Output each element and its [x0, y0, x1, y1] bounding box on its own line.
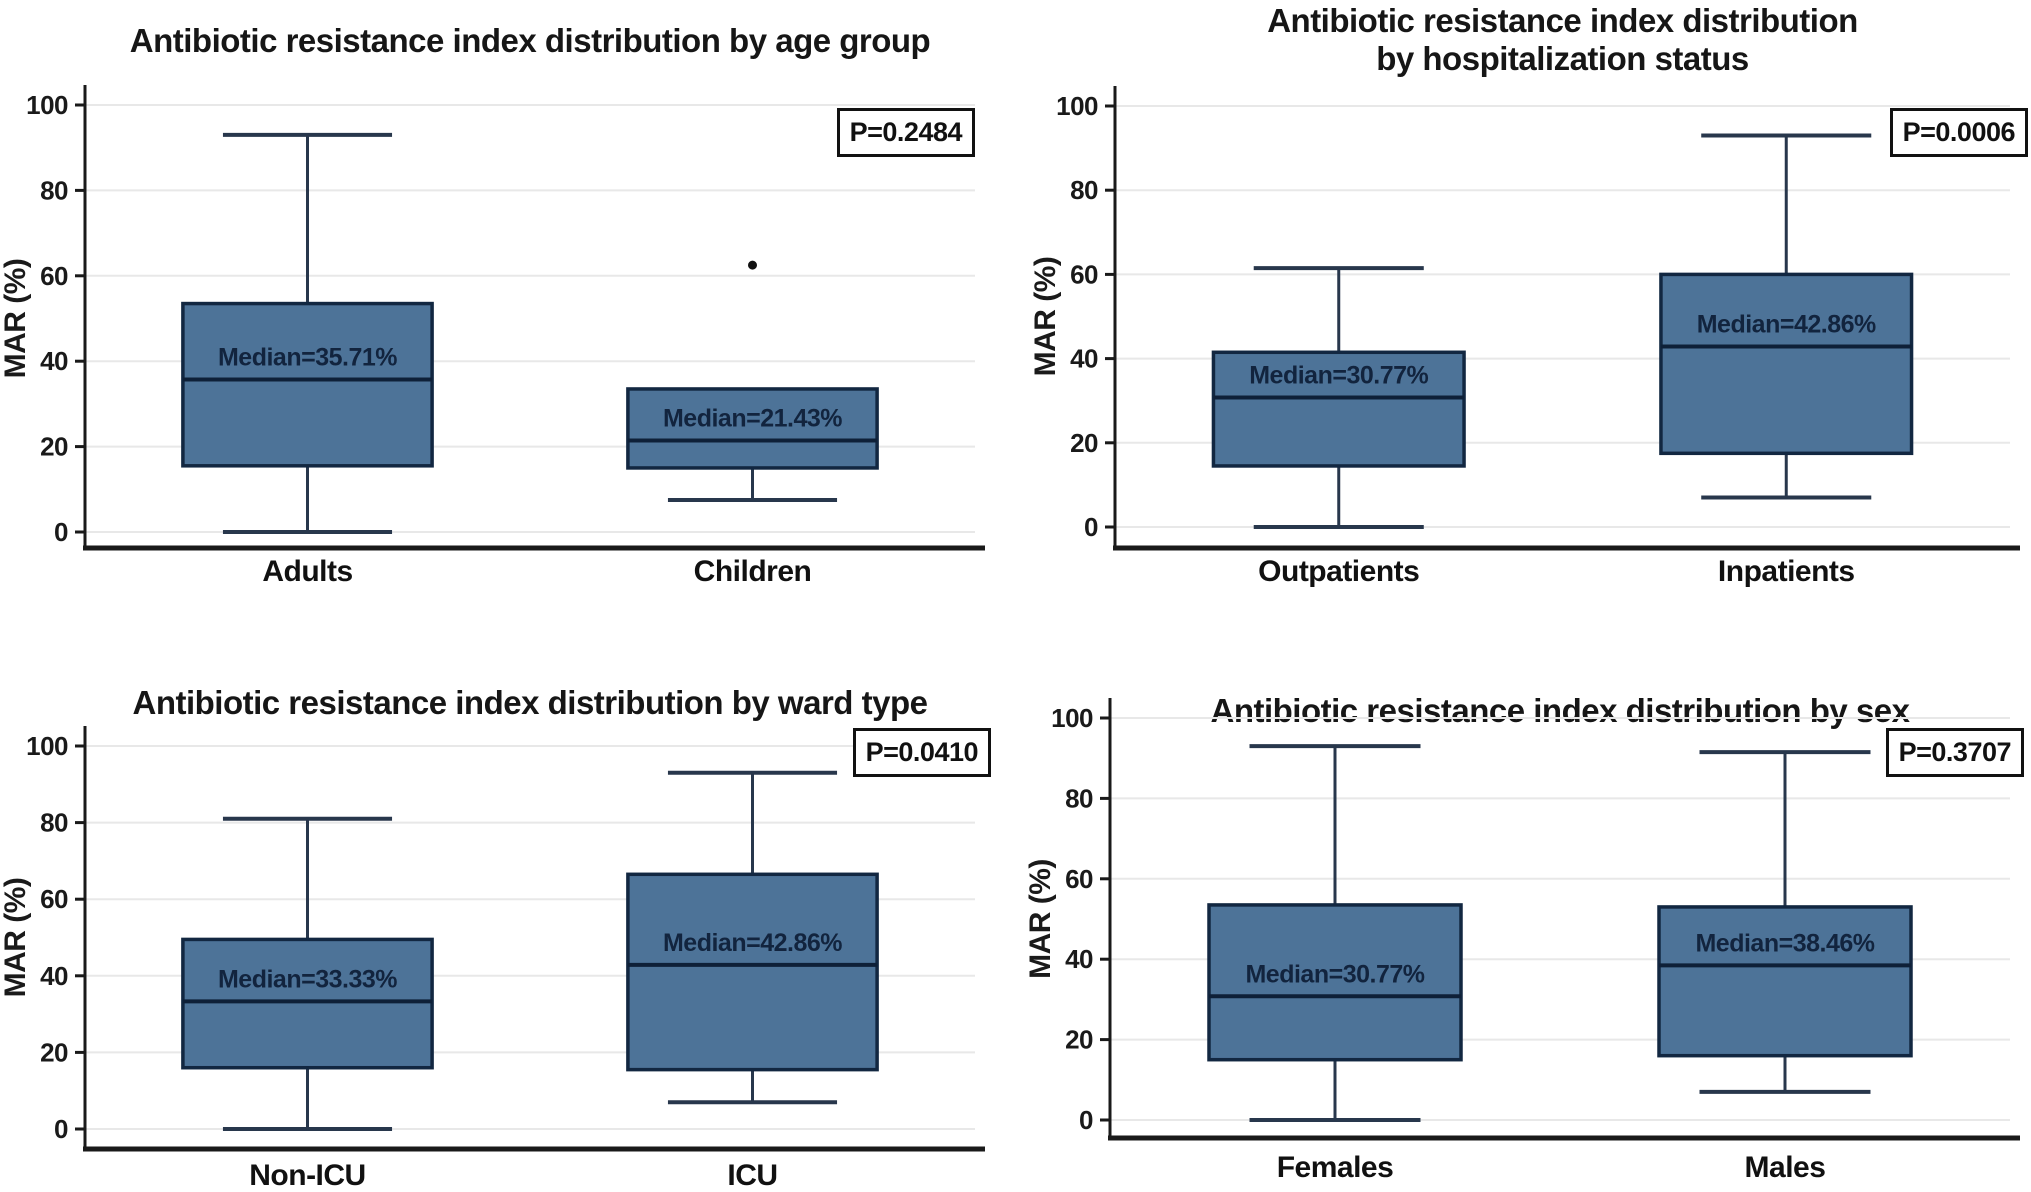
- median-label: Median=33.33%: [218, 965, 397, 993]
- iqr-box: [1207, 903, 1463, 1062]
- y-tick-label: 20: [40, 1037, 68, 1067]
- chart-title-age-group: Antibiotic resistance index distribution…: [129, 22, 931, 59]
- panel-sex: Antibiotic resistance index distribution…: [1015, 596, 2031, 1192]
- chart-title-hospitalization-status: Antibiotic resistance index distribution…: [1115, 2, 2010, 78]
- y-tick-label: 40: [40, 346, 68, 376]
- y-axis-title: MAR (%): [1029, 257, 1062, 377]
- y-tick-label: 40: [40, 961, 68, 991]
- boxplot-chart-age-group: 0 20 40 60 80 100 MAR (%) Median=35.71% Adults Me…: [0, 85, 985, 588]
- y-tick-label: 0: [54, 517, 68, 547]
- p-value-box-sex: P=0.3707: [1885, 728, 2024, 777]
- category-label: Females: [1277, 1151, 1394, 1184]
- iqr-box: [626, 387, 879, 470]
- iqr-box: [1659, 272, 1914, 456]
- y-tick-label: 100: [1056, 91, 1098, 121]
- chart-title-line-1: Antibiotic resistance index distribution: [1267, 2, 1858, 39]
- y-tick-label: 100: [26, 731, 68, 761]
- median-label: Median=42.86%: [1697, 311, 1876, 339]
- y-tick-label: 80: [40, 808, 68, 838]
- outlier-point: [748, 260, 757, 270]
- p-value-box-ward-type: P=0.0410: [852, 728, 991, 777]
- iqr-box: [626, 872, 879, 1072]
- y-tick-label: 0: [1079, 1105, 1093, 1135]
- boxplot-chart-hospitalization-status: 0 20 40 60 80 100 MAR (%) Median=30.77% Outpatie…: [1029, 86, 2020, 588]
- median-label: Median=30.77%: [1245, 960, 1424, 988]
- y-axis-title: MAR (%): [0, 878, 32, 998]
- category-label: ICU: [727, 1159, 777, 1192]
- boxplot-chart-ward-type: 0 20 40 60 80 100 MAR (%) Median=33.33% Non-ICU M…: [0, 726, 985, 1192]
- y-tick-label: 80: [40, 175, 68, 205]
- y-tick-label: 0: [54, 1114, 68, 1144]
- y-tick-label: 60: [1070, 259, 1098, 289]
- y-axis-title: MAR (%): [1024, 859, 1057, 979]
- iqr-box: [1211, 350, 1466, 468]
- category-label: Males: [1745, 1151, 1826, 1184]
- category-label: Adults: [262, 555, 352, 588]
- iqr-box: [1657, 905, 1913, 1058]
- median-label: Median=30.77%: [1249, 361, 1428, 389]
- chart-title-sex: Antibiotic resistance index distribution…: [1210, 692, 1911, 729]
- panel-hospitalization-status: Antibiotic resistance index distribution…: [1015, 0, 2031, 596]
- y-tick-label: 60: [40, 884, 68, 914]
- y-tick-label: 60: [40, 261, 68, 291]
- chart-title-line-2: by hospitalization status: [1376, 39, 1749, 77]
- y-tick-label: 60: [1065, 864, 1093, 894]
- panel-age-group: Antibiotic resistance index distribution…: [0, 0, 1015, 596]
- y-tick-label: 80: [1065, 783, 1093, 813]
- category-label: Outpatients: [1258, 555, 1419, 588]
- category-label: Children: [694, 555, 812, 588]
- median-label: Median=42.86%: [663, 929, 842, 957]
- median-label: Median=21.43%: [663, 404, 842, 432]
- y-tick-label: 20: [1070, 428, 1098, 458]
- chart-title-ward-type: Antibiotic resistance index distribution…: [132, 684, 928, 721]
- panel-ward-type: Antibiotic resistance index distribution…: [0, 596, 1015, 1192]
- y-axis-title: MAR (%): [0, 259, 32, 379]
- y-tick-label: 100: [26, 90, 68, 120]
- iqr-box: [181, 301, 434, 468]
- category-label: Non-ICU: [249, 1159, 365, 1192]
- y-tick-label: 100: [1051, 703, 1093, 733]
- category-label: Inpatients: [1718, 555, 1855, 588]
- median-label: Median=35.71%: [218, 344, 397, 372]
- y-tick-label: 20: [40, 432, 68, 462]
- p-value-box-age-group: P=0.2484: [836, 108, 975, 157]
- y-tick-label: 80: [1070, 175, 1098, 205]
- y-tick-label: 20: [1065, 1025, 1093, 1055]
- median-label: Median=38.46%: [1695, 929, 1874, 957]
- iqr-box: [181, 937, 434, 1070]
- y-tick-label: 40: [1070, 344, 1098, 374]
- y-tick-label: 40: [1065, 944, 1093, 974]
- p-value-box-hospitalization-status: P=0.0006: [1889, 108, 2028, 157]
- boxplot-chart-sex: 0 20 40 60 80 100 MAR (%) Median=30.77% Females M…: [1024, 698, 2020, 1184]
- y-tick-label: 0: [1084, 512, 1098, 542]
